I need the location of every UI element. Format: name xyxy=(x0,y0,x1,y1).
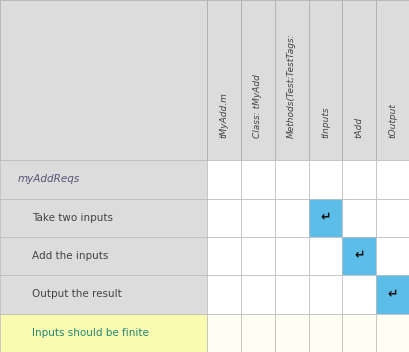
Bar xyxy=(342,314,375,352)
Text: tInputs: tInputs xyxy=(320,107,329,138)
Bar xyxy=(0,0,207,160)
Bar xyxy=(375,160,409,199)
Bar xyxy=(308,199,342,237)
Bar xyxy=(308,160,342,199)
Bar xyxy=(342,199,375,237)
Bar xyxy=(375,199,409,237)
Text: ↵: ↵ xyxy=(319,211,330,224)
Bar xyxy=(207,160,240,199)
Bar xyxy=(240,199,274,237)
Bar xyxy=(207,0,240,160)
Text: Add the inputs: Add the inputs xyxy=(32,251,108,261)
Bar xyxy=(240,314,274,352)
Text: Output the result: Output the result xyxy=(32,289,121,300)
Text: Class: tMyAdd: Class: tMyAdd xyxy=(253,74,262,138)
Bar xyxy=(274,0,308,160)
Text: Inputs should be finite: Inputs should be finite xyxy=(32,328,148,338)
Bar xyxy=(240,160,274,199)
Bar xyxy=(207,314,240,352)
Bar xyxy=(308,0,342,160)
Bar xyxy=(240,0,274,160)
Bar xyxy=(375,237,409,275)
Bar xyxy=(0,160,207,199)
Bar xyxy=(207,237,240,275)
Bar xyxy=(274,275,308,314)
Text: Methods(Test;TestTags:: Methods(Test;TestTags: xyxy=(286,33,295,138)
Bar xyxy=(207,199,240,237)
Bar xyxy=(342,0,375,160)
Bar xyxy=(308,237,342,275)
Bar xyxy=(274,199,308,237)
Bar xyxy=(342,237,375,275)
Bar xyxy=(240,275,274,314)
Text: ↵: ↵ xyxy=(387,288,398,301)
Bar xyxy=(274,160,308,199)
Bar xyxy=(0,237,207,275)
Bar xyxy=(0,275,207,314)
Bar xyxy=(240,237,274,275)
Bar xyxy=(375,314,409,352)
Bar xyxy=(342,160,375,199)
Text: myAddReqs: myAddReqs xyxy=(18,174,80,184)
Text: Take two inputs: Take two inputs xyxy=(32,213,113,223)
Bar xyxy=(0,314,207,352)
Bar xyxy=(342,275,375,314)
Text: tMyAdd.m: tMyAdd.m xyxy=(219,92,228,138)
Bar xyxy=(375,275,409,314)
Bar xyxy=(308,314,342,352)
Bar xyxy=(0,199,207,237)
Bar xyxy=(308,275,342,314)
Text: tOutput: tOutput xyxy=(388,103,397,138)
Bar xyxy=(207,275,240,314)
Bar xyxy=(274,314,308,352)
Text: tAdd: tAdd xyxy=(354,117,363,138)
Bar xyxy=(375,0,409,160)
Text: ↵: ↵ xyxy=(353,250,364,263)
Bar xyxy=(274,237,308,275)
